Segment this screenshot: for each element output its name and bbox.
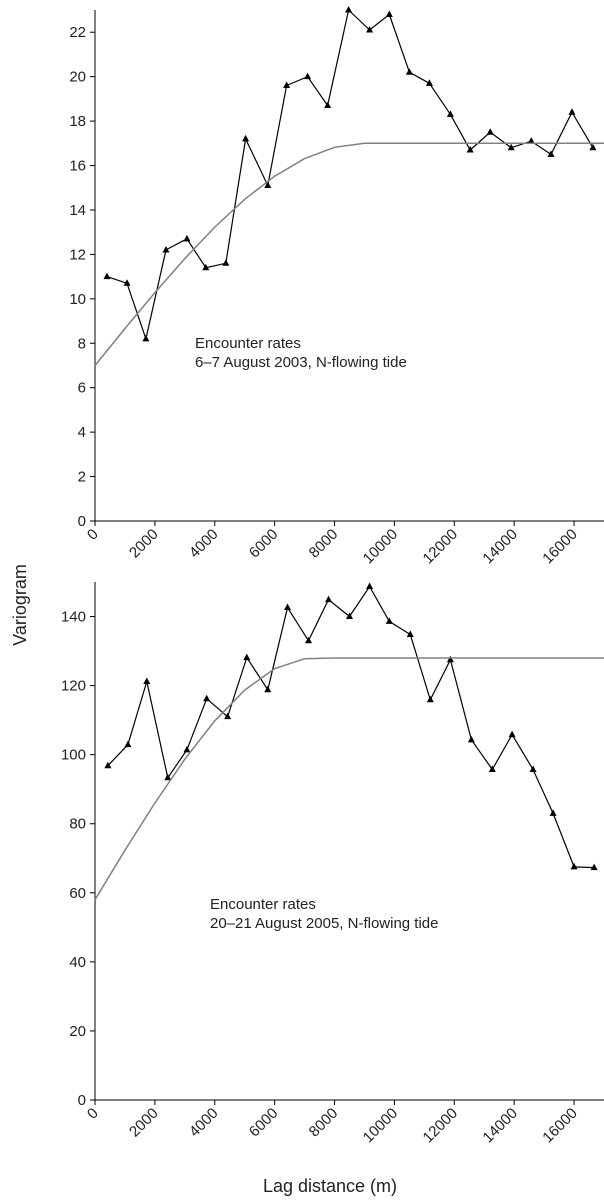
y-tick-label: 6 [78, 380, 86, 397]
data-point [243, 653, 251, 661]
x-tick-label: 16000 [539, 1105, 581, 1147]
data-point [507, 143, 515, 151]
data-point [589, 143, 597, 151]
data-point [103, 272, 111, 280]
y-tick-label: 4 [78, 424, 86, 441]
data-point [222, 259, 230, 266]
data-point [425, 79, 433, 86]
x-tick-label: 4000 [186, 1105, 222, 1141]
data-point [142, 334, 150, 342]
y-tick-label: 100 [61, 747, 86, 764]
data-point [283, 81, 291, 89]
data-point [346, 612, 353, 620]
data-point [446, 110, 454, 117]
data-point [508, 730, 516, 738]
x-tick-label: 14000 [479, 526, 521, 568]
data-point [325, 595, 333, 603]
x-tick-label: 10000 [360, 1105, 402, 1147]
y-tick-label: 20 [69, 1023, 86, 1040]
x-tick-label: 2000 [126, 1105, 162, 1141]
y-tick-label: 0 [78, 513, 86, 530]
y-tick-label: 60 [69, 885, 86, 902]
data-point [284, 603, 292, 611]
x-axis-label: Lag distance (m) [263, 1176, 397, 1196]
data-point [467, 735, 475, 743]
data-point [264, 181, 272, 189]
data-point [466, 145, 474, 153]
annotation: 20–21 August 2005, N-flowing tide [210, 915, 439, 932]
data-point [385, 617, 393, 624]
data-point [123, 279, 131, 286]
data-point [203, 694, 211, 702]
data-point [486, 128, 494, 135]
y-tick-label: 0 [78, 1092, 86, 1109]
x-tick-label: 14000 [479, 1105, 521, 1147]
data-point [162, 245, 170, 253]
data-point [202, 263, 210, 271]
x-tick-label: 12000 [420, 526, 462, 568]
data-point [304, 636, 312, 644]
data-point [164, 773, 172, 781]
series-line [94, 142, 604, 366]
x-tick-label: 12000 [420, 1105, 462, 1147]
data-point [385, 10, 393, 17]
data-point [124, 740, 132, 748]
x-tick-label: 4000 [186, 526, 222, 562]
x-tick-label: 10000 [360, 526, 402, 568]
y-tick-label: 10 [69, 291, 86, 308]
x-tick-label: 16000 [539, 526, 581, 568]
data-point [488, 765, 496, 773]
series-line [106, 8, 594, 342]
data-point [405, 68, 413, 75]
data-point [527, 137, 535, 144]
data-point [366, 25, 374, 33]
data-point [406, 630, 414, 637]
series-line [94, 657, 604, 901]
y-tick-label: 12 [69, 246, 86, 263]
y-tick-label: 16 [69, 158, 86, 175]
data-point [183, 234, 191, 242]
y-tick-label: 80 [69, 816, 86, 833]
x-tick-label: 0 [84, 526, 102, 544]
data-point [224, 712, 232, 720]
data-point [264, 685, 272, 693]
data-point [242, 134, 250, 142]
annotation: Encounter rates [195, 335, 301, 352]
y-tick-label: 18 [69, 113, 86, 130]
data-point [590, 863, 598, 871]
annotation: 6–7 August 2003, N-flowing tide [195, 354, 407, 371]
y-axis-label: Variogram [10, 564, 30, 646]
y-tick-label: 40 [69, 954, 86, 971]
x-tick-label: 8000 [306, 1105, 342, 1141]
data-point [547, 150, 555, 157]
y-tick-label: 8 [78, 335, 86, 352]
data-point [529, 765, 537, 773]
y-tick-label: 20 [69, 69, 86, 86]
data-point [304, 72, 312, 80]
y-tick-label: 22 [69, 24, 86, 41]
data-point [324, 101, 332, 109]
x-tick-label: 8000 [306, 526, 342, 562]
x-tick-label: 2000 [126, 526, 162, 562]
annotation: Encounter rates [210, 896, 316, 913]
x-tick-label: 6000 [246, 1105, 282, 1141]
x-tick-label: 6000 [246, 526, 282, 562]
data-point [366, 582, 374, 589]
data-point [570, 862, 578, 870]
data-point [549, 809, 557, 816]
series-line [107, 585, 595, 869]
data-point [568, 108, 576, 115]
data-point [143, 677, 151, 684]
x-tick-label: 0 [84, 1105, 102, 1123]
data-point [104, 761, 112, 769]
data-point [183, 745, 191, 753]
y-tick-label: 140 [61, 609, 86, 626]
data-point [345, 6, 353, 13]
y-tick-label: 14 [69, 202, 86, 219]
data-point [446, 655, 454, 663]
y-tick-label: 2 [78, 469, 86, 486]
y-tick-label: 120 [61, 678, 86, 695]
data-point [426, 695, 434, 703]
